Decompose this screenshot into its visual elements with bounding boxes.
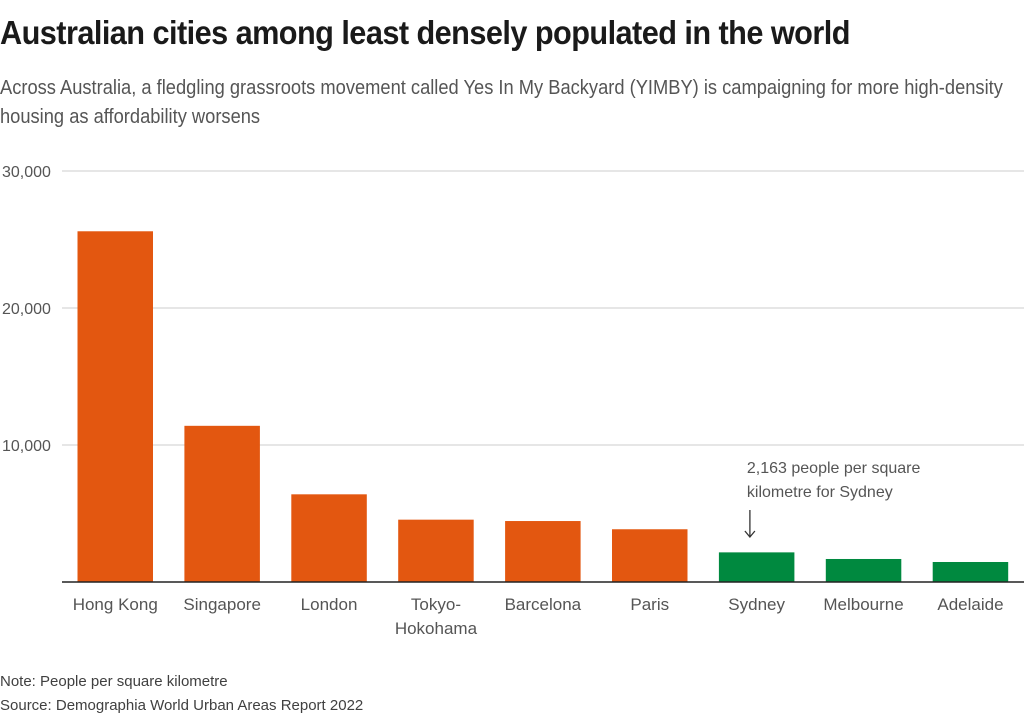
x-tick-label: Sydney: [728, 595, 785, 614]
x-tick-label: Melbourne: [823, 595, 903, 614]
bar-singapore: [184, 425, 260, 582]
bar-paris: [612, 529, 688, 582]
footer-note: Note: People per square kilometre: [0, 673, 228, 690]
y-tick-label: 30,000: [2, 164, 51, 181]
chart-title: Australian cities among least densely po…: [0, 14, 850, 51]
bar-london: [291, 494, 367, 582]
bars: [77, 231, 1009, 582]
bar-tokyo-hokohama: [398, 519, 474, 582]
x-tick-label: Singapore: [183, 595, 261, 614]
x-tick-label: London: [301, 595, 358, 614]
annotation-text: 2,163 people per square: [747, 460, 921, 477]
gridlines: 10,000 20,000 30,000: [2, 164, 1024, 455]
x-tick-label: Barcelona: [505, 595, 582, 614]
category-labels: Hong Kong Singapore London Tokyo- Hokohama Ba…: [73, 595, 1004, 638]
x-tick-label: Tokyo-: [411, 595, 461, 614]
bar-sydney: [718, 552, 795, 582]
x-tick-label: Adelaide: [937, 595, 1003, 614]
chart-subtitle: Across Australia, a fledgling grassroots…: [0, 77, 1003, 128]
bar-adelaide: [932, 561, 1009, 582]
annotation-text: kilometre for Sydney: [747, 484, 893, 501]
y-tick-label: 20,000: [2, 301, 51, 318]
x-tick-label: Hokohama: [395, 619, 478, 638]
annotation: 2,163 people per square kilometre for Syd…: [744, 460, 921, 539]
bar-hong-kong: [77, 231, 153, 582]
down-arrow-head-icon: [744, 530, 756, 539]
x-tick-label: Hong Kong: [73, 595, 158, 614]
footer-source: Source: Demographia World Urban Areas Re…: [0, 697, 364, 714]
bar-barcelona: [505, 521, 581, 582]
bar-melbourne: [825, 558, 902, 582]
y-tick-label: 10,000: [2, 438, 51, 455]
x-tick-label: Paris: [630, 595, 669, 614]
